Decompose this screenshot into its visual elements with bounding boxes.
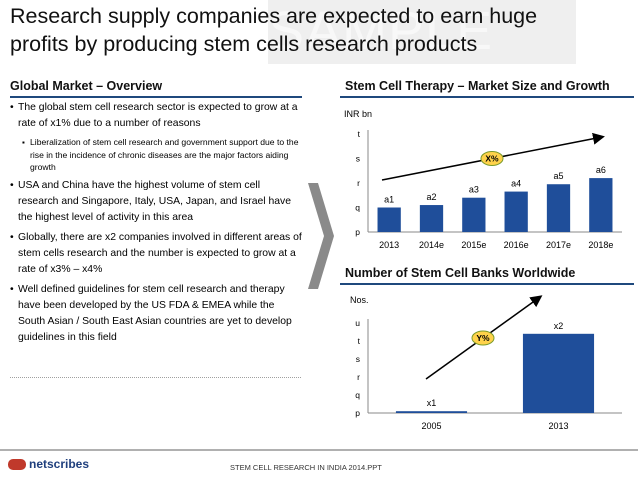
chart1-bar-2018e <box>589 178 613 232</box>
chart1-ytick-p: p <box>355 227 360 237</box>
chart2-growth-badge <box>471 330 495 346</box>
market-size-chart: INR bn p q r s t a1 2013 a2 2014e a3 2015e a4 2016e a… <box>344 109 622 250</box>
chart2-ytick-r: r <box>357 372 360 382</box>
chart2-data-label-2013: x2 <box>554 321 564 331</box>
chart1-heading-rule <box>340 96 634 98</box>
chart2-ytick-t: t <box>358 336 361 346</box>
chart1-bar-2017e <box>546 184 571 232</box>
chart2-bar-2013 <box>522 333 595 413</box>
chart2-growth-label: Y% <box>476 333 490 343</box>
chart2-xtick-2005: 2005 <box>421 421 441 431</box>
chart1-ytick-q: q <box>355 203 360 213</box>
global-market-heading: Global Market – Overview <box>10 79 163 93</box>
bullet-3-text: Globally, there are x2 companies involve… <box>18 231 302 275</box>
netscribes-logo-icon <box>8 459 26 471</box>
chart1-growth-badge <box>480 151 504 166</box>
chart1-data-label-2016e: a4 <box>511 179 521 189</box>
chart2-title: Number of Stem Cell Banks Worldwide <box>345 266 576 280</box>
chart2-ytick-p: p <box>355 408 360 418</box>
chart2-ytick-u: u <box>355 318 360 328</box>
chart1-xtick-2015e: 2015e <box>461 240 486 250</box>
chart1-data-label-2014e: a2 <box>426 192 436 202</box>
chart1-ytick-t: t <box>358 129 361 139</box>
chart2-bar-2005 <box>395 411 468 413</box>
sub-bullet-1: ▪ Liberalization of stem cell research an… <box>10 136 302 174</box>
chart1-ylabel: INR bn <box>344 109 372 119</box>
bullet-1: • The global stem cell research sector is… <box>10 102 298 129</box>
chart1-xtick-2018e: 2018e <box>588 240 613 250</box>
bullet-3: • Globally, there are x2 companies involv… <box>10 231 302 275</box>
sub-bullet-1-text: Liberalization of stem cell research and… <box>30 137 299 172</box>
chart1-bar-2014e <box>419 205 444 232</box>
chart1-title: Stem Cell Therapy – Market Size and Grow… <box>345 79 610 93</box>
left-heading-rule <box>10 96 302 98</box>
bullet-4-text: Well defined guidelines for stem cell re… <box>18 283 292 343</box>
logo-text: netscribes <box>29 457 90 471</box>
netscribes-logo: netscribes <box>8 457 89 471</box>
chart2-ytick-s: s <box>356 354 360 364</box>
chart1-data-label-2017e: a5 <box>553 171 563 181</box>
chart1-data-label-2013: a1 <box>384 195 394 205</box>
chart1-data-label-2018e: a6 <box>596 165 606 175</box>
chart1-growth-label: X% <box>485 154 499 164</box>
chart1-xtick-2017e: 2017e <box>546 240 571 250</box>
chart2-ylabel: Nos. <box>350 295 369 305</box>
footer-filename: STEM CELL RESEARCH IN INDIA 2014.PPT <box>230 463 382 472</box>
chart1-ytick-s: s <box>356 154 360 164</box>
chart1-ytick-r: r <box>357 178 360 188</box>
chart2-data-label-2005: x1 <box>427 398 437 408</box>
chart1-bar-2013 <box>377 207 401 232</box>
chart1-data-label-2015e: a3 <box>469 185 479 195</box>
page-title: Research supply companies are expected t… <box>10 2 610 58</box>
square-bullet-icon: ▪ <box>22 138 25 147</box>
chart2-ytick-q: q <box>355 390 360 400</box>
chart1-xtick-2014e: 2014e <box>419 240 444 250</box>
chart2-xtick-2013: 2013 <box>548 421 568 431</box>
chevron-right-icon <box>308 183 334 289</box>
bullet-2: • USA and China have the highest volume o… <box>10 179 292 223</box>
left-bottom-rule <box>10 377 301 378</box>
footer-rule <box>0 449 638 451</box>
chart1-bar-2016e <box>504 191 528 232</box>
overview-bullets: • The global stem cell research sector is… <box>10 100 302 350</box>
bullet-1-text: The global stem cell research sector is … <box>18 102 298 129</box>
bullet-4: • Well defined guidelines for stem cell r… <box>10 283 292 343</box>
chart1-xtick-2016e: 2016e <box>504 240 529 250</box>
bullet-2-text: USA and China have the highest volume of… <box>18 179 292 223</box>
chart1-xtick-2013: 2013 <box>379 240 399 250</box>
chart2-heading-rule <box>340 283 634 285</box>
page-title-line-1: Research supply companies are expected t… <box>10 4 538 28</box>
page-title-line-2: profits by producing stem cells research… <box>10 32 478 56</box>
chart1-bar-2015e <box>462 197 486 232</box>
